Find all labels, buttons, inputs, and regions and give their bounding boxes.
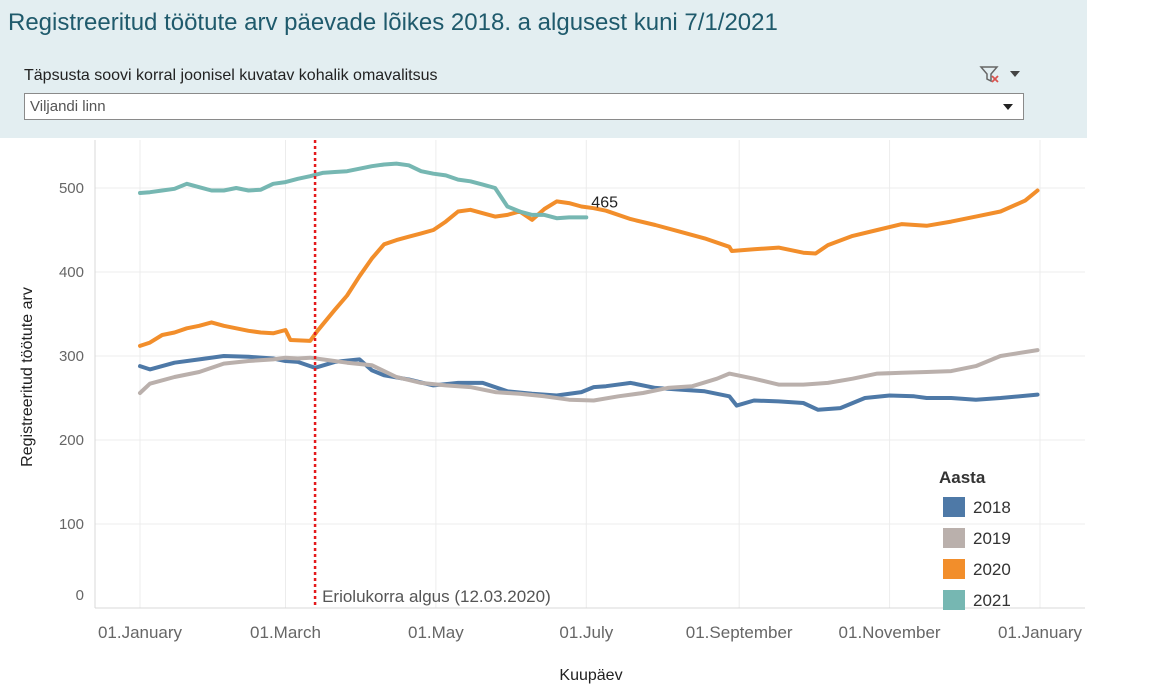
y-tick-label: 0 xyxy=(76,587,84,604)
x-tick-label: 01.September xyxy=(686,623,793,642)
select-value: Viljandi linn xyxy=(30,98,106,115)
y-tick-label: 500 xyxy=(59,180,84,197)
page-title: Registreeritud töötute arv päevade lõike… xyxy=(8,9,778,36)
legend-swatch-2021 xyxy=(943,590,965,610)
lockdown-label: Eriolukorra algus (12.03.2020) xyxy=(322,587,551,606)
filter-panel: Registreeritud töötute arv päevade lõike… xyxy=(0,0,1087,138)
filter-label: Täpsusta soovi korral joonisel kuvatav k… xyxy=(24,67,438,84)
caret-down-icon[interactable] xyxy=(1010,71,1020,77)
municipality-select[interactable]: Viljandi linn xyxy=(24,93,1024,120)
legend-swatch-2018 xyxy=(943,497,965,517)
filter-clear-icon[interactable] xyxy=(979,66,999,83)
y-tick-label: 400 xyxy=(59,264,84,281)
series-line-2021 xyxy=(138,161,589,221)
legend-swatch-2020 xyxy=(943,559,965,579)
y-axis-title: Registreeritud töötute arv xyxy=(19,287,36,467)
annotations: Eriolukorra algus (12.03.2020) 465 xyxy=(313,140,618,608)
legend-label-2018: 2018 xyxy=(973,498,1011,517)
legend-title: Aasta xyxy=(939,468,986,487)
y-tick-label: 100 xyxy=(59,516,84,533)
last-value-label: 465 xyxy=(591,194,618,211)
legend-label-2021: 2021 xyxy=(973,591,1011,610)
x-tick-label: 01.March xyxy=(250,623,321,642)
legend-label-2019: 2019 xyxy=(973,529,1011,548)
grid xyxy=(95,140,1085,608)
legend: Aasta 2018 2019 2020 2021 xyxy=(939,468,1011,610)
axes: 0 100 200 300 400 500 01.January 01.March 01.May… xyxy=(19,140,1085,684)
legend-swatch-2019 xyxy=(943,528,965,548)
series-line-2020 xyxy=(138,188,1040,348)
series-lines xyxy=(138,161,1040,412)
x-tick-label: 01.May xyxy=(408,623,464,642)
x-tick-label: 01.January xyxy=(998,623,1083,642)
x-axis-title: Kuupäev xyxy=(559,667,622,684)
y-tick-label: 300 xyxy=(59,348,84,365)
series-line-2018 xyxy=(138,354,1040,412)
y-tick-label: 200 xyxy=(59,432,84,449)
x-tick-label: 01.November xyxy=(839,623,941,642)
chevron-down-icon xyxy=(1003,104,1013,110)
x-tick-label: 01.July xyxy=(559,623,613,642)
series-line-2019 xyxy=(138,348,1040,403)
filter-tools xyxy=(979,64,1027,86)
legend-label-2020: 2020 xyxy=(973,560,1011,579)
x-tick-label: 01.January xyxy=(98,623,183,642)
